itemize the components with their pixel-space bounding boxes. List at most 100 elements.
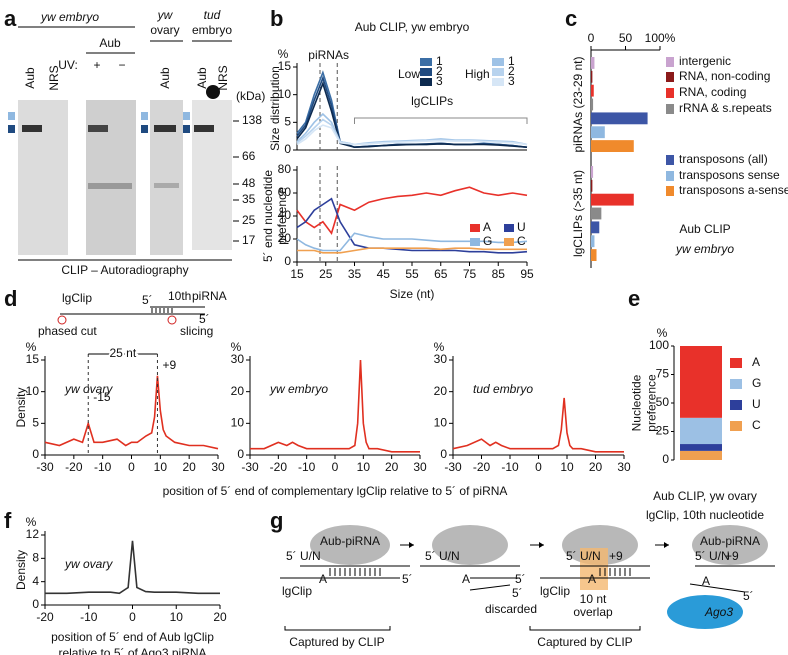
- x-tick-label: -30: [444, 460, 462, 474]
- x-tick-label: -20: [270, 460, 288, 474]
- gel-header: yw: [157, 8, 174, 22]
- x-tick-label: 0: [535, 460, 542, 474]
- y-tick-label: 0: [284, 142, 291, 156]
- aub-protein: [310, 525, 390, 565]
- legend-label: G: [483, 234, 492, 248]
- y-axis-label: Size distribution: [268, 66, 282, 151]
- legend-swatch: [666, 57, 674, 67]
- gel: [8, 26, 232, 261]
- marker-unit: (kDa): [236, 89, 265, 103]
- gel-lane: [150, 100, 183, 255]
- chart-title: Aub CLIP, yw embryo: [355, 20, 470, 34]
- bar: [591, 126, 605, 139]
- annotation: piRNAs: [308, 48, 349, 62]
- bar: [591, 57, 595, 69]
- legend-swatch: [730, 358, 742, 368]
- series-line: [296, 81, 528, 149]
- legend-label: RNA, non-coding: [679, 69, 770, 83]
- legend-swatch: [666, 186, 674, 196]
- gel-lane: [18, 100, 68, 255]
- panel-letter: g: [270, 508, 283, 533]
- scheme-label: A: [702, 574, 710, 588]
- y-tick-label: 0: [32, 447, 39, 461]
- marker-label: 25: [242, 213, 256, 227]
- scheme-label: discarded: [485, 602, 537, 616]
- bar: [591, 193, 634, 206]
- legend-group: Low: [398, 67, 420, 81]
- y-tick-label: 80: [278, 162, 292, 176]
- discarded-strand: [469, 584, 511, 591]
- gel-header: Aub: [99, 36, 121, 50]
- panel-letter: f: [4, 508, 12, 533]
- gel-band: [88, 183, 132, 189]
- scheme-label: 10th: [168, 289, 191, 303]
- y-tick-label: 15: [278, 59, 292, 73]
- aub-protein: [692, 525, 768, 565]
- x-tick-label: -10: [94, 460, 112, 474]
- scheme-label: A: [319, 572, 327, 586]
- x-tick-label: 20: [213, 610, 227, 624]
- bar-segment: [680, 417, 722, 445]
- gel-header: yw embryo: [40, 10, 99, 24]
- gel-lane: [86, 100, 136, 255]
- legend-swatch: [504, 224, 514, 232]
- legend-label: transposons sense: [679, 168, 780, 182]
- y-tick-label: 10: [26, 384, 40, 398]
- x-tick-label: 100%: [645, 31, 676, 45]
- legend-label: 2: [436, 64, 443, 78]
- legend-swatch: [666, 88, 674, 98]
- x-tick-label: 95: [520, 267, 534, 281]
- legend-label: G: [752, 376, 761, 390]
- y-tick-label: 60: [278, 185, 292, 199]
- x-tick-label: 0: [128, 460, 135, 474]
- gel-band: [154, 183, 179, 188]
- scheme-label: Captured by CLIP: [537, 635, 632, 649]
- scheme-label: 5´ U/N: [695, 549, 730, 563]
- y-tick-label: 25: [656, 424, 670, 438]
- x-tick-label: -20: [65, 460, 83, 474]
- y-tick-label: 10: [434, 416, 448, 430]
- y-tick-label: 0: [237, 447, 244, 461]
- y-tick-label: 0: [662, 452, 669, 466]
- legend-swatch: [492, 58, 504, 66]
- scheme-label: 5´: [402, 572, 413, 586]
- bar: [591, 70, 593, 83]
- series-line: [296, 232, 528, 252]
- x-tick-label: -10: [298, 460, 316, 474]
- bar-segment: [680, 346, 722, 418]
- caption: lgClip, 10th nucleotide: [646, 508, 764, 522]
- x-tick-label: 10: [560, 460, 574, 474]
- panel-letter: c: [565, 6, 577, 31]
- bar: [591, 249, 597, 261]
- lane-label: Aub: [158, 67, 172, 89]
- series-line: [296, 197, 528, 254]
- legend-label: RNA, coding: [679, 85, 746, 99]
- legend-swatch: [420, 68, 432, 76]
- x-tick-label: 50: [619, 31, 633, 45]
- chart-title: yw ovary: [64, 557, 113, 571]
- x-tick-label: 65: [434, 267, 448, 281]
- bar: [591, 179, 593, 192]
- series-line: [44, 375, 219, 450]
- legend-swatch: [420, 58, 432, 66]
- chart-title: tud embryo: [473, 382, 533, 396]
- y-tick-label: 10: [231, 416, 245, 430]
- annotation: +9: [162, 358, 176, 372]
- category-label: piRNAs (23-29 nt): [571, 56, 585, 152]
- legend-swatch: [666, 104, 674, 114]
- aub-protein: [432, 525, 508, 565]
- x-tick-label: 30: [211, 460, 225, 474]
- scheme-label: 5´: [199, 312, 210, 326]
- y-axis-label: Nucleotide: [630, 374, 644, 431]
- legend-swatch: [420, 78, 432, 86]
- x-tick-label: 10: [357, 460, 371, 474]
- gel-header: +: [93, 58, 100, 72]
- band-marker: [141, 125, 148, 133]
- band-marker: [8, 112, 15, 120]
- y-axis-label: preference: [275, 187, 289, 245]
- arrowhead: [409, 542, 669, 548]
- legend-label: C: [752, 418, 761, 432]
- band-marker: [8, 125, 15, 133]
- x-tick-label: 20: [182, 460, 196, 474]
